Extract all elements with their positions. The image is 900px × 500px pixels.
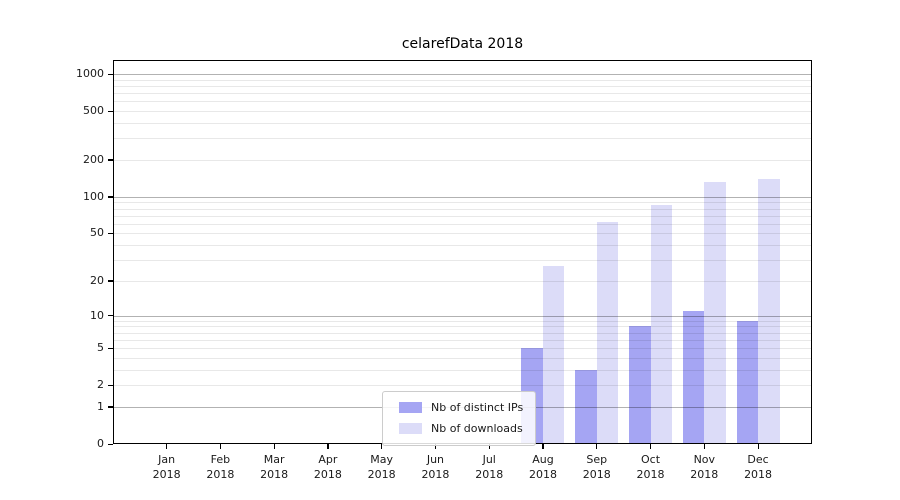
- bar-downloads: [758, 179, 780, 444]
- y-tick-mark: [108, 406, 113, 408]
- x-tick-mark: [434, 444, 437, 449]
- x-tick-mark: [757, 444, 759, 449]
- y-tick-label: 20: [90, 273, 104, 287]
- bar-distinct-ips: [736, 320, 759, 444]
- y-tick-mark: [108, 384, 113, 386]
- y-tick-label: 2: [97, 378, 104, 392]
- minor-gridline: [113, 233, 812, 235]
- minor-gridline: [113, 348, 812, 350]
- chart-title: celarefData 2018: [401, 36, 524, 52]
- x-tick-label: Oct 2018: [636, 453, 665, 481]
- minor-gridline: [113, 215, 812, 217]
- minor-gridline: [113, 202, 812, 204]
- legend: Nb of distinct IPs Nb of downloads: [382, 391, 537, 446]
- y-tick-mark: [108, 443, 113, 445]
- minor-gridline: [113, 320, 812, 322]
- minor-gridline: [113, 122, 812, 124]
- minor-gridline: [113, 245, 812, 247]
- y-tick-mark: [108, 110, 113, 112]
- minor-gridline: [113, 208, 812, 210]
- minor-gridline: [113, 93, 812, 95]
- minor-gridline: [113, 332, 812, 334]
- minor-gridline: [113, 138, 812, 140]
- minor-gridline: [113, 369, 812, 371]
- y-tick-label: 500: [83, 104, 104, 118]
- y-tick-mark: [108, 232, 113, 235]
- decade-gridline: [113, 315, 812, 317]
- y-tick-mark: [108, 159, 113, 161]
- legend-label-downloads: Nb of downloads: [431, 422, 523, 435]
- x-tick-mark: [219, 444, 222, 449]
- x-tick-label: Jan 2018: [152, 453, 181, 481]
- bar-downloads: [650, 205, 673, 444]
- x-tick-mark: [596, 444, 598, 449]
- y-tick-mark: [108, 347, 113, 349]
- x-tick-label: Mar 2018: [260, 453, 289, 481]
- x-tick-label: Apr 2018: [313, 453, 342, 481]
- bar-distinct-ips: [575, 369, 597, 444]
- x-tick-label: Dec 2018: [744, 453, 773, 481]
- y-tick-label: 50: [90, 226, 104, 240]
- minor-gridline: [113, 85, 812, 87]
- legend-label-distinct-ips: Nb of distinct IPs: [431, 401, 524, 414]
- x-tick-label: Jul 2018: [475, 453, 504, 481]
- y-tick-label: 1000: [76, 67, 104, 80]
- legend-swatch-downloads: [399, 423, 422, 434]
- x-tick-mark: [273, 444, 275, 449]
- y-tick-mark: [108, 196, 113, 198]
- minor-gridline: [113, 223, 812, 225]
- legend-row-downloads: Nb of downloads: [399, 418, 523, 439]
- x-tick-label: Nov 2018: [690, 453, 719, 481]
- y-tick-mark: [108, 280, 113, 282]
- y-tick-label: 200: [83, 152, 104, 166]
- y-tick-label: 100: [83, 189, 104, 203]
- bar-downloads: [704, 182, 726, 444]
- y-tick-mark: [108, 315, 113, 317]
- legend-swatch-distinct-ips: [399, 402, 422, 413]
- bar-downloads: [596, 222, 619, 444]
- minor-gridline: [113, 101, 812, 103]
- x-tick-mark: [650, 444, 652, 449]
- y-tick-mark: [108, 73, 113, 75]
- x-tick-mark: [703, 444, 705, 449]
- minor-gridline: [113, 260, 812, 262]
- minor-gridline: [113, 111, 812, 113]
- minor-gridline: [113, 357, 812, 359]
- minor-gridline: [113, 339, 812, 341]
- x-tick-mark: [381, 444, 383, 449]
- minor-gridline: [113, 326, 812, 328]
- y-tick-label: 1: [97, 399, 104, 413]
- y-tick-label: 5: [97, 341, 104, 355]
- bar-distinct-ips: [682, 310, 705, 444]
- y-tick-label: 0: [97, 437, 104, 450]
- x-tick-mark: [327, 444, 329, 449]
- minor-gridline: [113, 79, 812, 81]
- legend-row-distinct-ips: Nb of distinct IPs: [399, 397, 523, 418]
- x-tick-label: Feb 2018: [206, 453, 235, 481]
- decade-gridline: [113, 74, 812, 75]
- decade-gridline: [113, 196, 812, 198]
- x-tick-mark: [166, 444, 168, 449]
- y-tick-label: 10: [90, 308, 104, 322]
- x-tick-mark: [488, 444, 490, 449]
- x-tick-mark: [542, 444, 544, 449]
- x-tick-label: Sep 2018: [582, 453, 611, 481]
- bar-downloads: [542, 265, 565, 444]
- minor-gridline: [113, 385, 812, 387]
- bar-distinct-ips: [629, 326, 651, 444]
- minor-gridline: [113, 280, 812, 282]
- x-tick-label: Aug 2018: [528, 453, 557, 481]
- minor-gridline: [113, 159, 812, 161]
- x-tick-label: May 2018: [367, 453, 396, 481]
- x-tick-label: Jun 2018: [421, 453, 450, 481]
